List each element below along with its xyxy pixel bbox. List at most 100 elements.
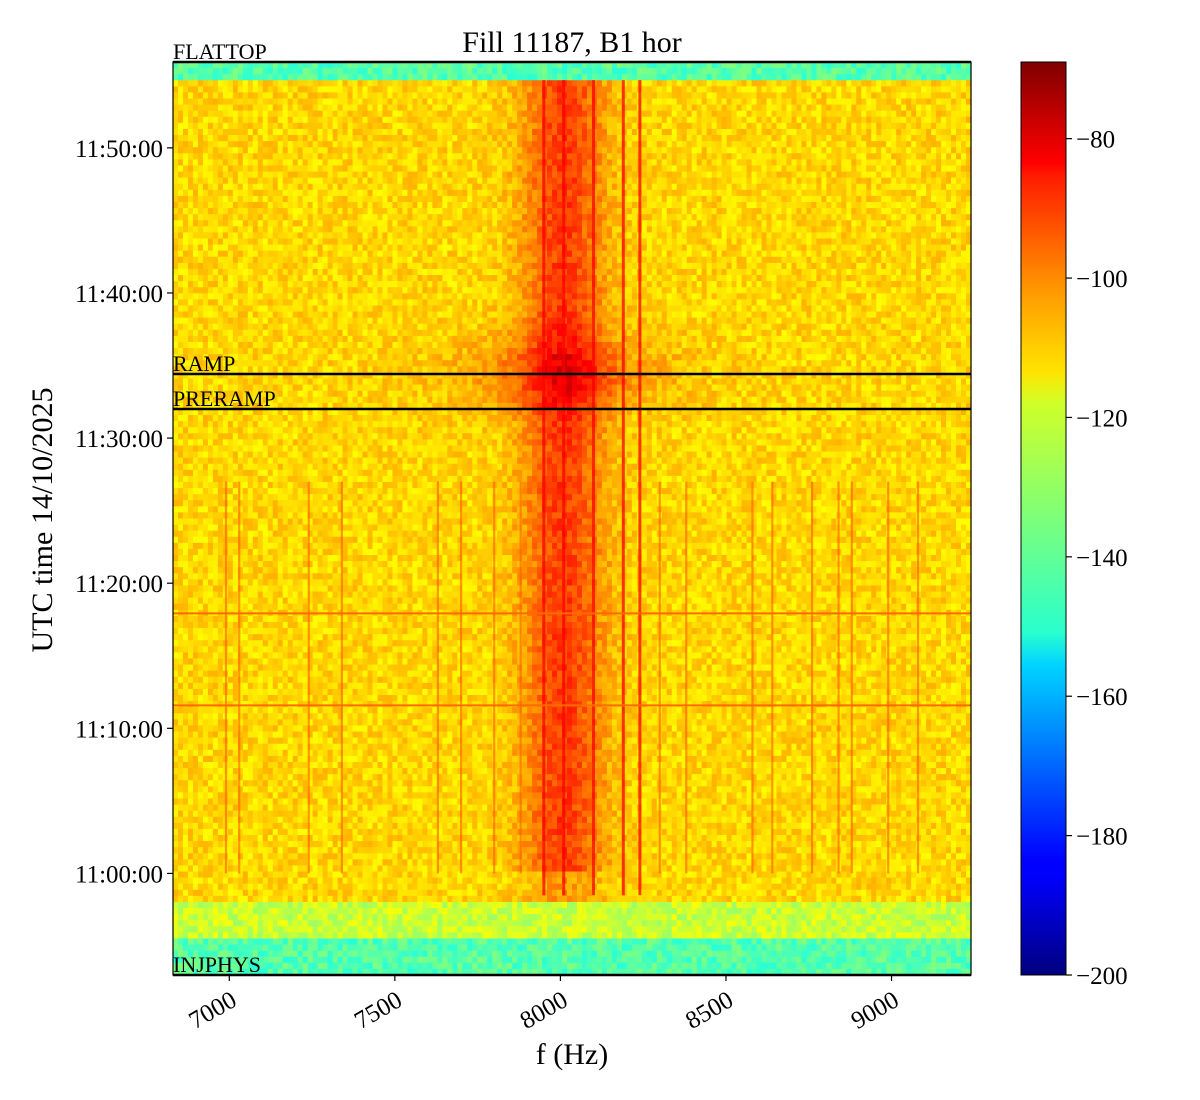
heatmap-cell (901, 214, 907, 221)
heatmap-cell (233, 239, 239, 246)
heatmap-cell (712, 232, 718, 239)
heatmap-cell (363, 165, 369, 172)
heatmap-cell (687, 172, 693, 179)
heatmap-cell (492, 184, 498, 191)
heatmap-cell (482, 165, 488, 172)
heatmap-cell (233, 214, 239, 221)
heatmap-cell (193, 74, 199, 81)
heatmap-cell (747, 172, 753, 179)
heatmap-cell (467, 68, 473, 75)
heatmap-cell (228, 147, 234, 154)
heatmap-cell (821, 239, 827, 246)
heatmap-cell (886, 80, 892, 87)
heatmap-cell (727, 226, 733, 233)
heatmap-cell (672, 196, 678, 203)
heatmap-cell (747, 123, 753, 130)
heatmap-cell (781, 153, 787, 160)
heatmap-cell (507, 184, 513, 191)
heatmap-cell (447, 86, 453, 93)
heatmap-cell (522, 147, 528, 154)
heatmap-cell (647, 245, 653, 252)
heatmap-cell (762, 196, 768, 203)
heatmap-cell (647, 86, 653, 93)
heatmap-cell (263, 105, 269, 112)
heatmap-cell (687, 165, 693, 172)
heatmap-cell (781, 86, 787, 93)
heatmap-cell (587, 92, 593, 99)
heatmap-cell (343, 86, 349, 93)
heatmap-cell (821, 190, 827, 197)
heatmap-cell (697, 135, 703, 142)
heatmap-cell (363, 184, 369, 191)
heatmap-cell (826, 141, 832, 148)
heatmap-cell (627, 172, 633, 179)
heatmap-cell (607, 99, 613, 106)
heatmap-cell (831, 153, 837, 160)
heatmap-cell (657, 214, 663, 221)
heatmap-cell (387, 117, 393, 124)
heatmap-cell (422, 172, 428, 179)
heatmap-cell (961, 99, 967, 106)
heatmap-cell (866, 178, 872, 185)
heatmap-cell (198, 208, 204, 215)
heatmap-cell (447, 135, 453, 142)
heatmap-cell (821, 105, 827, 112)
heatmap-cell (238, 239, 244, 246)
heatmap-cell (343, 159, 349, 166)
heatmap-cell (627, 135, 633, 142)
heatmap-cell (552, 141, 558, 148)
heatmap-cell (662, 165, 668, 172)
heatmap-cell (602, 111, 608, 118)
heatmap-cell (323, 251, 329, 258)
heatmap-cell (881, 141, 887, 148)
heatmap-cell (377, 178, 383, 185)
heatmap-cell (183, 123, 189, 130)
heatmap-cell (452, 190, 458, 197)
heatmap-cell (338, 141, 344, 148)
heatmap-cell (936, 147, 942, 154)
heatmap-cell (402, 202, 408, 209)
heatmap-cell (263, 196, 269, 203)
heatmap-cell (717, 117, 723, 124)
heatmap-cell (368, 105, 374, 112)
heatmap-cell (253, 184, 259, 191)
heatmap-cell (557, 74, 563, 81)
heatmap-cell (796, 153, 802, 160)
heatmap-cell (248, 80, 254, 87)
heatmap-cell (278, 196, 284, 203)
heatmap-cell (248, 92, 254, 99)
heatmap-cell (707, 232, 713, 239)
heatmap-cell (512, 202, 518, 209)
heatmap-cell (213, 172, 219, 179)
heatmap-cell (786, 172, 792, 179)
heatmap-cell (727, 117, 733, 124)
heatmap-cell (308, 141, 314, 148)
heatmap-cell (762, 117, 768, 124)
heatmap-cell (811, 159, 817, 166)
heatmap-cell (402, 135, 408, 142)
heatmap-cell (821, 220, 827, 227)
heatmap-cell (512, 159, 518, 166)
heatmap-cell (243, 196, 249, 203)
heatmap-cell (737, 111, 743, 118)
heatmap-cell (273, 129, 279, 136)
heatmap-cell (283, 190, 289, 197)
heatmap-cell (846, 196, 852, 203)
heatmap-cell (652, 202, 658, 209)
heatmap-cell (657, 159, 663, 166)
heatmap-cell (283, 239, 289, 246)
heatmap-cell (213, 153, 219, 160)
heatmap-cell (512, 214, 518, 221)
heatmap-cell (258, 208, 264, 215)
heatmap-cell (806, 123, 812, 130)
heatmap-cell (682, 196, 688, 203)
heatmap-cell (178, 117, 184, 124)
heatmap-cell (901, 220, 907, 227)
heatmap-cell (422, 99, 428, 106)
heatmap-cell (273, 196, 279, 203)
heatmap-cell (826, 105, 832, 112)
heatmap-cell (253, 190, 259, 197)
heatmap-cell (861, 86, 867, 93)
heatmap-cell (472, 123, 478, 130)
heatmap-cell (597, 135, 603, 142)
